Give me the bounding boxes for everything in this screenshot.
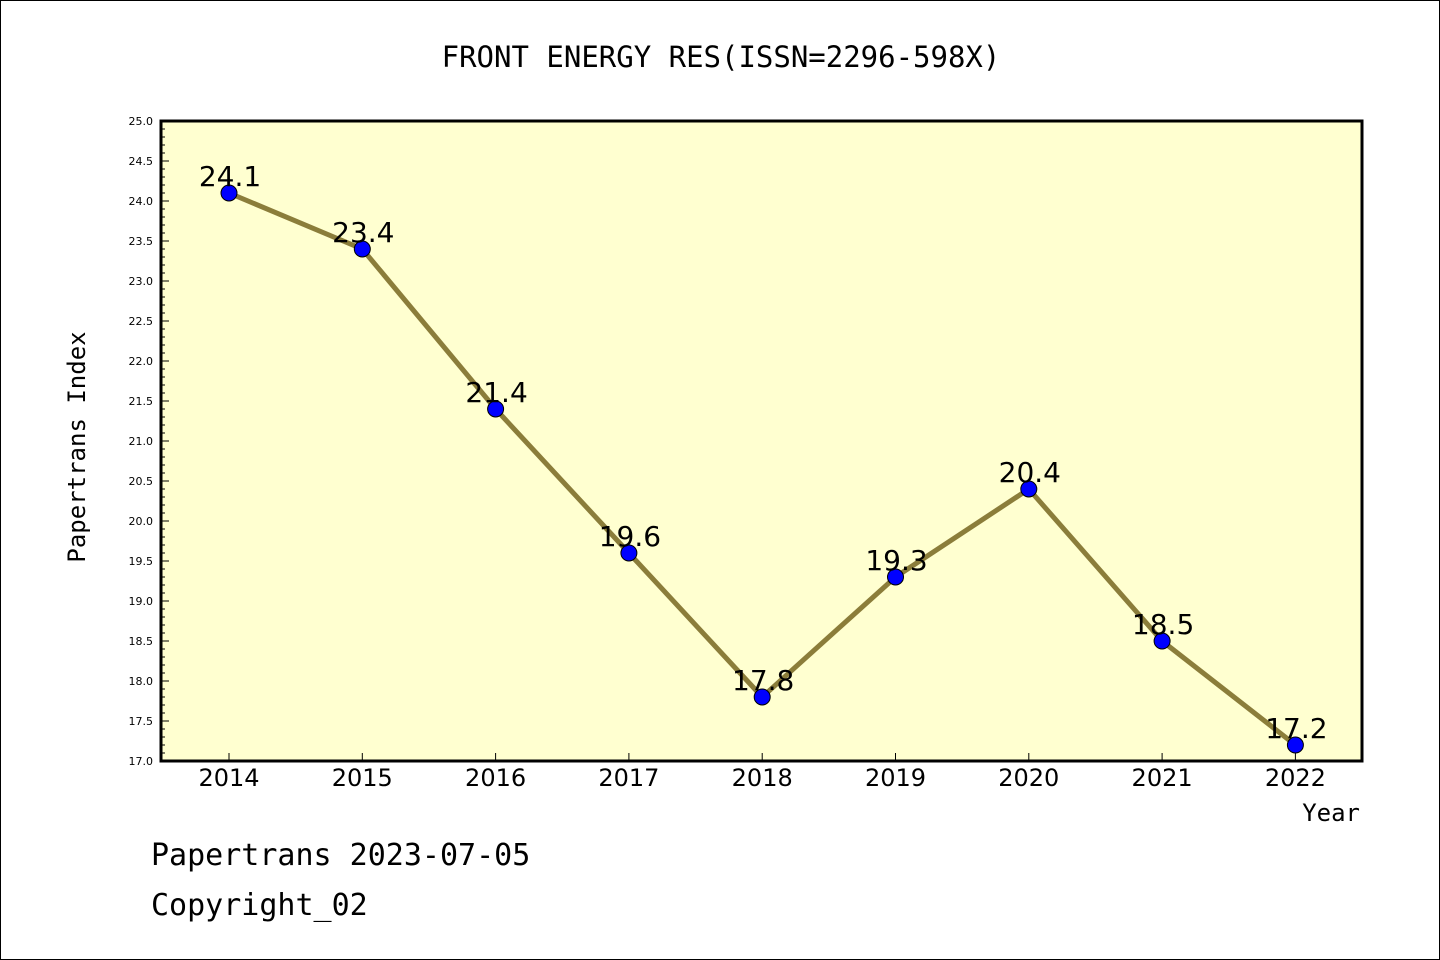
x-tick-label: 2020 bbox=[998, 764, 1059, 792]
x-tick-label: 2017 bbox=[598, 764, 659, 792]
data-label: 23.4 bbox=[332, 216, 394, 249]
x-tick-label: 2022 bbox=[1265, 764, 1326, 792]
data-point bbox=[220, 184, 238, 202]
y-tick-label: 22.0 bbox=[129, 355, 154, 368]
data-point bbox=[887, 568, 904, 586]
y-tick-label: 21.0 bbox=[129, 435, 154, 448]
plot-border bbox=[159, 119, 1364, 763]
y-axis: 17.0 17.5 18.0 18.5 19.0 19.5 20.0 20.5 21.0 21.5… bbox=[129, 115, 169, 768]
y-tick-label: 20.5 bbox=[129, 475, 154, 488]
x-axis-title: Year bbox=[1302, 799, 1360, 827]
data-label: 17.2 bbox=[1265, 712, 1327, 745]
chart-title: FRONT ENERGY RES(ISSN=2296-598X) bbox=[442, 40, 1001, 74]
y-tick-label: 17.0 bbox=[129, 755, 154, 768]
y-tick-label: 18.0 bbox=[129, 675, 154, 688]
y-tick-label: 17.5 bbox=[129, 715, 154, 728]
x-tick-label: 2018 bbox=[732, 764, 793, 792]
plot-area bbox=[161, 121, 1362, 761]
data-point bbox=[487, 400, 505, 418]
y-tick-label: 24.0 bbox=[129, 195, 154, 208]
x-tick-label: 2021 bbox=[1132, 764, 1193, 792]
data-point bbox=[1286, 736, 1304, 754]
data-point bbox=[753, 688, 771, 706]
data-label: 17.8 bbox=[732, 664, 794, 697]
data-label: 19.3 bbox=[865, 544, 927, 577]
y-tick-label: 23.5 bbox=[129, 235, 154, 248]
data-label: 18.5 bbox=[1132, 608, 1194, 641]
y-tick-label: 19.0 bbox=[129, 595, 154, 608]
footer-date: Papertrans 2023-07-05 bbox=[151, 838, 530, 873]
y-tick-label: 25.0 bbox=[129, 115, 154, 128]
data-point bbox=[1153, 632, 1171, 650]
data-labels-group: 24.1 23.4 21.4 19.6 17.8 19.3 20.4 18.5 17.2 bbox=[199, 160, 1328, 745]
x-tick-label: 2015 bbox=[332, 764, 393, 792]
data-point bbox=[620, 544, 638, 562]
x-tick-label: 2016 bbox=[465, 764, 526, 792]
y-tick-label: 20.0 bbox=[129, 515, 154, 528]
data-label: 19.6 bbox=[599, 520, 661, 553]
footer-copyright: Copyright_02 bbox=[151, 888, 368, 923]
data-point bbox=[1020, 480, 1038, 498]
x-tick-label: 2014 bbox=[198, 764, 259, 792]
y-tick-label: 19.5 bbox=[129, 555, 154, 568]
y-axis-title: Papertrans Index bbox=[63, 331, 91, 562]
x-axis: 2014 2015 2016 2017 2018 2019 2020 2021 2022 bbox=[198, 753, 1326, 792]
data-label: 20.4 bbox=[999, 456, 1061, 489]
series-group bbox=[220, 184, 1304, 754]
data-label: 24.1 bbox=[199, 160, 261, 193]
y-tick-label: 23.0 bbox=[129, 275, 154, 288]
y-tick-label: 24.5 bbox=[129, 155, 154, 168]
data-label: 21.4 bbox=[465, 376, 527, 409]
y-tick-label: 22.5 bbox=[129, 315, 154, 328]
x-tick-label: 2019 bbox=[865, 764, 926, 792]
y-tick-label: 21.5 bbox=[129, 395, 154, 408]
data-point bbox=[353, 240, 371, 258]
y-tick-label: 18.5 bbox=[129, 635, 154, 648]
